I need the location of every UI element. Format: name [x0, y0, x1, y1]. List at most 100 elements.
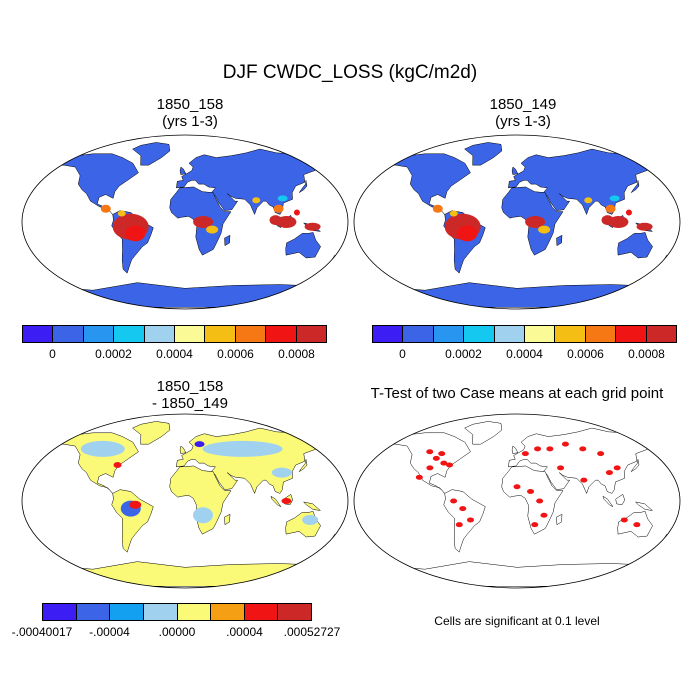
philippines-region [625, 209, 632, 216]
panel1-title-line2: (yrs 1-3) [162, 113, 218, 130]
significant-cells [432, 455, 440, 461]
land-madagascar [224, 513, 231, 526]
colorbar-box [175, 326, 206, 342]
significant-cells [521, 451, 529, 457]
colorbar-box [235, 326, 267, 342]
congo-high-region [193, 216, 214, 228]
siberia-negative-region [202, 440, 283, 457]
significant-cells [467, 517, 475, 523]
colorbar-box [53, 326, 84, 342]
east-africa-region [206, 225, 219, 234]
significant-cells [561, 441, 569, 447]
colorbar-box [555, 326, 586, 342]
significant-cells [513, 484, 521, 490]
panel2-title-line2: (yrs 1-3) [495, 113, 551, 130]
indochina-region [605, 204, 616, 213]
venezuela-region [449, 210, 458, 217]
significant-cells [620, 517, 628, 523]
panel3-title: 1850_158 - 1850_149 [90, 378, 290, 412]
south-china-region [277, 195, 288, 202]
significant-cells [540, 512, 548, 518]
ttest-note: Cells are significant at 0.1 level [434, 614, 600, 628]
map-case-158 [21, 134, 349, 310]
sumatra-high-region [269, 215, 282, 226]
land-sumatra [602, 495, 614, 507]
colorbar-tick-label: -.00040017 [11, 625, 73, 639]
land-greenland [132, 142, 171, 166]
colorbar-box [110, 604, 144, 620]
colorbar-box [83, 326, 115, 342]
colorbar-case-149-labels: 0 0.0002 0.0004 0.0006 0.0008 [372, 347, 677, 363]
land-new-guinea [634, 501, 654, 511]
map-ttest [353, 413, 681, 589]
colorbar-box [464, 326, 495, 342]
australia-negative-region [302, 514, 319, 525]
map-case-149 [353, 134, 681, 310]
colorbar-box [403, 326, 434, 342]
colorbar-box [211, 604, 245, 620]
borneo-positive-region [281, 498, 292, 504]
significant-cells [605, 470, 613, 476]
significant-cells [527, 489, 535, 495]
land-madagascar [556, 513, 563, 526]
land-greenland [132, 421, 171, 445]
colorbar-box [76, 604, 111, 620]
significant-cells [580, 477, 588, 483]
colorbar-tick-label: 0 [49, 347, 56, 361]
colorbar-tick-label: .00052727 [283, 625, 341, 639]
amazon-high-region [125, 225, 146, 242]
land-africa [501, 465, 564, 535]
land-uk [511, 445, 519, 454]
philippines-region [293, 209, 300, 216]
colorbar-box [177, 604, 212, 620]
colorbar-box [43, 604, 77, 620]
land-japan [298, 459, 308, 472]
land-madagascar [224, 234, 231, 247]
significant-cells [415, 474, 423, 480]
significant-cells [440, 460, 448, 466]
colorbar-box [494, 326, 526, 342]
significant-cells [450, 498, 458, 504]
scandinavia-strong-negative [194, 441, 205, 448]
east-africa-region [538, 225, 551, 234]
land-australia [617, 232, 653, 259]
amazon-positive-region [129, 500, 142, 509]
land-japan [630, 180, 640, 193]
land-japan [630, 459, 640, 472]
canada-negative-region [80, 440, 125, 457]
india-region [584, 197, 593, 204]
colorbar-box [144, 326, 176, 342]
significant-cells [557, 465, 565, 471]
land-uk [511, 166, 519, 175]
central-america-region [100, 204, 111, 213]
colorbar-box [114, 326, 145, 342]
colorbar-tick-label: 0.0004 [506, 347, 543, 361]
significant-cells [426, 465, 434, 471]
land-new-guinea [302, 501, 322, 511]
panel2-title: 1850_149 (yrs 1-3) [423, 96, 623, 130]
colorbar-box [205, 326, 236, 342]
colorbar-tick-label: .00000 [158, 625, 196, 639]
south-china-region [609, 195, 620, 202]
panel3-title-line1: 1850_158 [156, 378, 224, 395]
colorbar-box [244, 604, 279, 620]
land-north-america [383, 432, 471, 494]
new-guinea-high-region [636, 222, 653, 231]
significant-cells [426, 449, 434, 455]
panel1-title-line1: 1850_158 [156, 96, 224, 113]
indochina-region [273, 204, 284, 213]
significant-cells [438, 451, 446, 457]
borneo-high-region [276, 216, 297, 228]
colorbar-tick-label: .00004 [226, 625, 263, 639]
land-japan [298, 180, 308, 193]
colorbar-box [616, 326, 647, 342]
congo-high-region [525, 216, 546, 228]
main-title: DJF CWDC_LOSS (kgC/m2d) [222, 62, 478, 83]
map-border [21, 134, 349, 310]
india-region [252, 197, 261, 204]
colorbar-difference-labels: -.00040017 -.00004 .00000 .00004 .00052727 [12, 625, 341, 641]
significant-cells [534, 446, 542, 452]
colorbar-box [585, 326, 617, 342]
panel1-title: 1850_158 (yrs 1-3) [90, 96, 290, 130]
panel3-title-line2: - 1850_149 [152, 395, 228, 412]
